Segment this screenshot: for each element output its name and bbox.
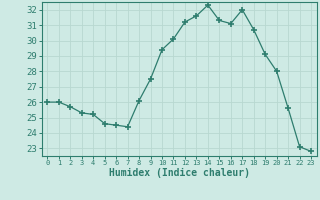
- X-axis label: Humidex (Indice chaleur): Humidex (Indice chaleur): [109, 168, 250, 178]
